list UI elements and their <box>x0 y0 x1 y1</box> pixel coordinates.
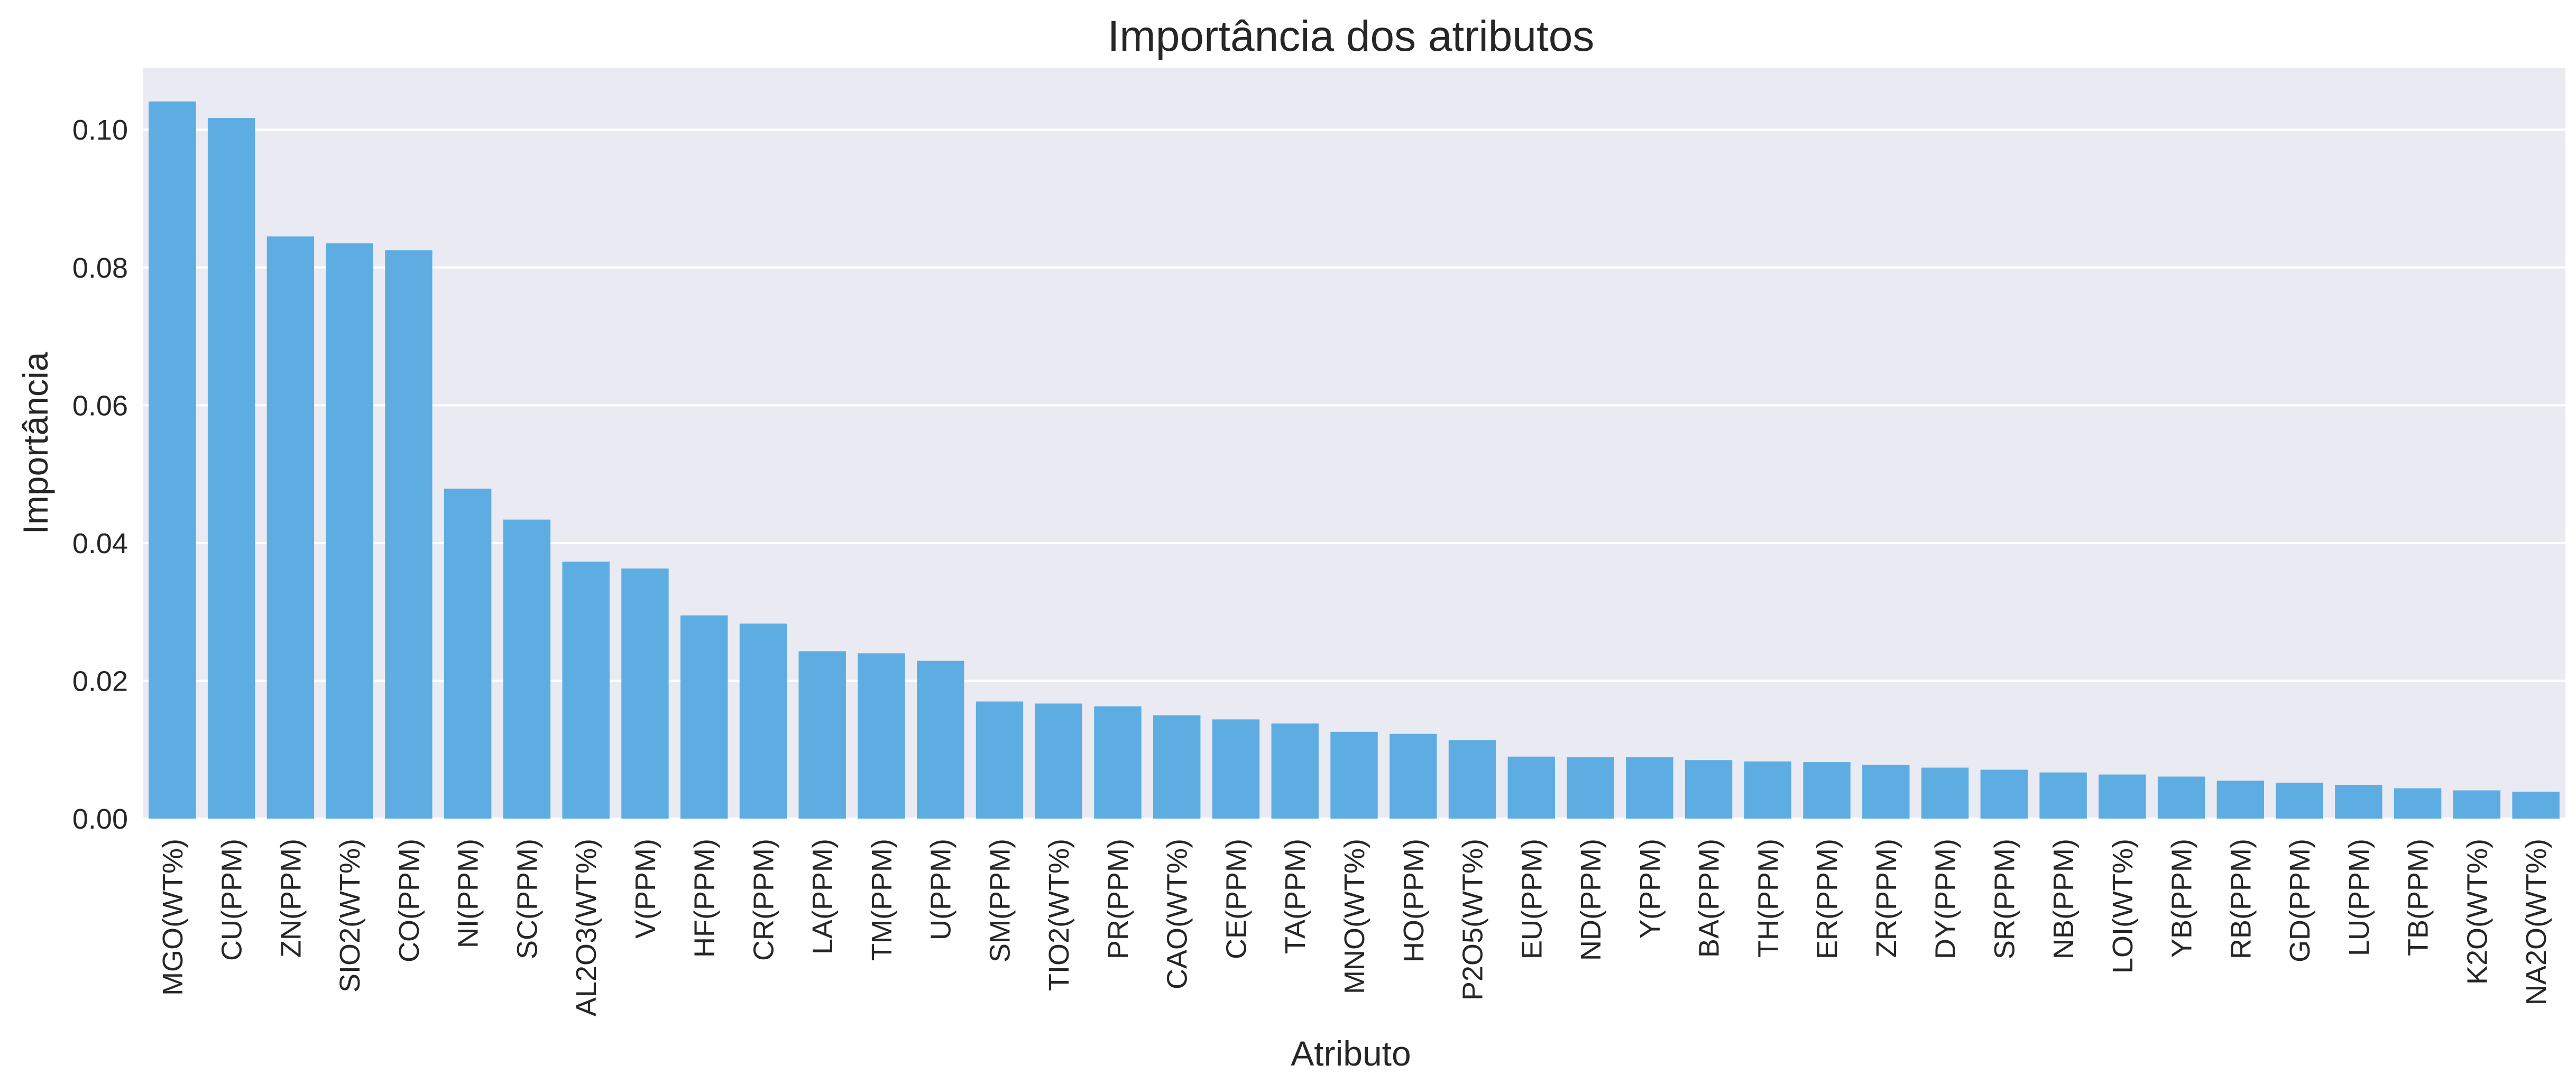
x-tick-label: Y(PPM) <box>1634 839 1666 939</box>
bar <box>739 623 787 819</box>
bar <box>917 660 964 819</box>
bar <box>2099 774 2146 819</box>
bar <box>266 236 315 819</box>
bar <box>1980 769 2028 819</box>
y-tick-label: 0.00 <box>72 803 128 835</box>
y-tick-label: 0.02 <box>72 665 128 697</box>
bar <box>1448 740 1496 819</box>
x-tick-label: ZR(PPM) <box>1871 839 1902 958</box>
bar <box>2453 790 2501 819</box>
x-tick-label: MNO(WT%) <box>1339 839 1370 994</box>
x-tick-label: AL2O3(WT%) <box>571 839 602 1016</box>
chart-title: Importância dos atributos <box>1108 12 1595 60</box>
bar <box>2157 776 2205 819</box>
bar <box>2216 781 2265 819</box>
x-tick-label: P2O5(WT%) <box>1457 839 1489 1001</box>
x-tick-label: YB(PPM) <box>2166 839 2198 958</box>
x-tick-label: CU(PPM) <box>216 839 248 961</box>
y-tick-labels: 0.00 0.02 0.04 0.06 0.08 0.10 <box>72 114 128 835</box>
bar <box>1685 760 1733 819</box>
x-tick-label: SC(PPM) <box>511 839 543 959</box>
x-tick-label: TB(PPM) <box>2403 839 2434 956</box>
bar <box>149 101 196 819</box>
x-tick-label: TA(PPM) <box>1280 839 1311 954</box>
x-tick-label: ND(PPM) <box>1575 839 1607 961</box>
x-tick-label: MGO(WT%) <box>157 839 189 996</box>
x-tick-label: NA2O(WT%) <box>2520 839 2552 1005</box>
x-tick-label: NB(PPM) <box>2048 839 2080 959</box>
x-tick-label: CO(PPM) <box>393 839 425 962</box>
x-tick-label: NI(PPM) <box>453 839 484 948</box>
x-tick-label: SR(PPM) <box>1989 839 2020 959</box>
x-tick-label: HF(PPM) <box>689 839 721 958</box>
bar <box>1035 703 1082 819</box>
y-tick-label: 0.04 <box>72 528 128 559</box>
bar <box>326 243 373 819</box>
bar <box>976 701 1024 819</box>
x-tick-label: PR(PPM) <box>1102 839 1134 959</box>
bar <box>2335 785 2382 819</box>
x-tick-label: LU(PPM) <box>2343 839 2375 956</box>
bar <box>2276 783 2323 819</box>
x-tick-label: DY(PPM) <box>1930 839 1962 959</box>
x-tick-label: TH(PPM) <box>1752 839 1784 958</box>
bar <box>1744 761 1791 819</box>
x-tick-label: LA(PPM) <box>807 839 839 955</box>
x-tick-label: TM(PPM) <box>866 839 898 961</box>
x-tick-label: U(PPM) <box>925 839 957 940</box>
x-tick-label: CR(PPM) <box>748 839 779 961</box>
y-tick-label: 0.08 <box>72 252 128 284</box>
x-tick-label: SM(PPM) <box>984 839 1016 962</box>
x-tick-label: BA(PPM) <box>1694 839 1725 958</box>
bar <box>1094 706 1142 819</box>
bar <box>2039 772 2087 819</box>
bar <box>385 250 433 819</box>
bar <box>680 615 728 819</box>
x-tick-labels: MGO(WT%) CU(PPM) ZN(PPM) SIO2(WT%) CO(PPM) NI… <box>157 839 2552 1016</box>
bar <box>1507 756 1555 819</box>
x-tick-label: V(PPM) <box>630 839 661 939</box>
bar <box>503 519 551 819</box>
y-tick-label: 0.10 <box>72 114 128 146</box>
y-tick-label: 0.06 <box>72 390 128 421</box>
bar <box>1921 767 1969 819</box>
x-tick-label: CE(PPM) <box>1220 839 1252 959</box>
bar <box>1330 731 1378 819</box>
bar <box>1271 723 1319 819</box>
bar <box>444 488 492 819</box>
x-tick-label: TIO2(WT%) <box>1043 839 1075 991</box>
bar <box>1390 733 1437 819</box>
bar <box>858 653 905 819</box>
x-tick-label: K2O(WT%) <box>2461 839 2493 985</box>
bar <box>798 651 846 819</box>
x-tick-label: HO(PPM) <box>1398 839 1430 962</box>
x-tick-label: ZN(PPM) <box>275 839 307 958</box>
bar <box>1626 757 1673 819</box>
x-tick-label: EU(PPM) <box>1516 839 1548 959</box>
x-tick-label: LOI(WT%) <box>2107 839 2139 974</box>
x-tick-label: SIO2(WT%) <box>334 839 366 993</box>
y-axis-label: Importância <box>16 352 55 534</box>
x-tick-label: ER(PPM) <box>1811 839 1843 959</box>
bars <box>149 101 2560 819</box>
bar <box>1803 762 1851 819</box>
bar <box>1567 757 1614 819</box>
bar <box>1153 715 1201 819</box>
bar <box>562 562 610 819</box>
bar <box>1862 765 1910 819</box>
x-tick-label: RB(PPM) <box>2225 839 2257 959</box>
x-tick-label: GD(PPM) <box>2284 839 2316 962</box>
bar <box>621 568 669 819</box>
bar <box>2512 792 2560 819</box>
x-axis-label: Atributo <box>1291 1034 1411 1073</box>
x-tick-label: CAO(WT%) <box>1162 839 1193 989</box>
bar <box>207 118 255 819</box>
bar <box>2394 788 2442 819</box>
bar <box>1212 719 1260 819</box>
